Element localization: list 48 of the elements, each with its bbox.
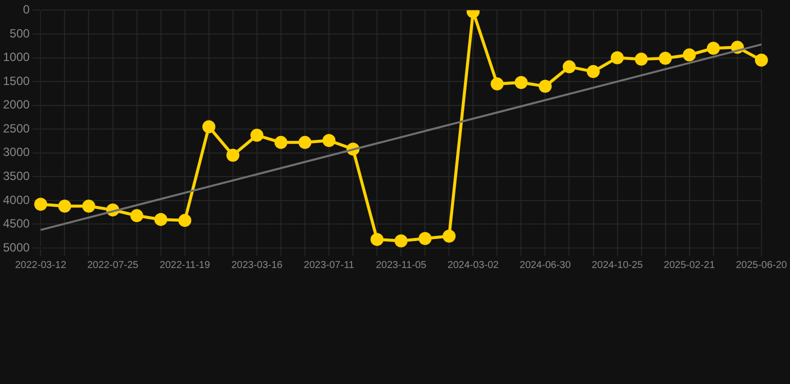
- y-tick-label: 0: [23, 2, 30, 17]
- point: [370, 232, 384, 246]
- point: [418, 232, 432, 245]
- x-tick-label: 2023-11-05: [376, 260, 427, 271]
- point: [298, 136, 312, 149]
- y-tick-label: 1500: [2, 74, 30, 88]
- y-tick-label: 4000: [2, 192, 30, 207]
- y-tick-label: 500: [10, 26, 30, 40]
- y-tick-label: 2500: [2, 121, 30, 136]
- point: [82, 200, 96, 213]
- point: [706, 42, 720, 55]
- x-tick-label: 2022-07-25: [87, 260, 139, 271]
- point: [538, 80, 552, 93]
- x-tick-label: 2024-10-25: [592, 260, 644, 271]
- point: [586, 65, 600, 78]
- y-tick-label: 1000: [2, 50, 30, 64]
- point: [250, 128, 264, 142]
- point: [442, 230, 456, 243]
- point: [658, 52, 672, 65]
- point: [130, 209, 144, 222]
- point: [754, 54, 768, 67]
- point: [274, 136, 288, 149]
- x-tick-label: 2023-03-16: [231, 260, 283, 271]
- point: [154, 212, 168, 226]
- x-tick-label: 2025-02-21: [664, 260, 716, 271]
- x-tick-label: 2022-03-12: [15, 260, 67, 271]
- y-tick-label: 3500: [2, 168, 30, 183]
- point: [322, 134, 336, 148]
- point: [202, 120, 216, 134]
- point: [226, 148, 240, 162]
- point: [682, 48, 696, 62]
- point: [562, 60, 576, 74]
- point: [394, 234, 408, 248]
- point: [634, 52, 648, 66]
- x-tick-label: 2022-11-19: [160, 260, 210, 271]
- x-tick-label: 2024-06-30: [520, 260, 572, 271]
- x-tick-label: 2024-03-02: [448, 260, 500, 271]
- y-tick-label: 4500: [2, 216, 30, 231]
- point: [178, 214, 192, 227]
- point: [514, 76, 528, 89]
- y-tick-label: 2000: [2, 98, 30, 112]
- y-tick-label: 5000: [2, 240, 30, 254]
- y-tick-label: 3000: [2, 145, 30, 160]
- point: [58, 200, 72, 213]
- point: [610, 51, 624, 64]
- x-tick-label: 2023-07-11: [304, 260, 355, 271]
- point: [490, 77, 504, 90]
- x-tick-label: 2025-06-20: [736, 260, 788, 271]
